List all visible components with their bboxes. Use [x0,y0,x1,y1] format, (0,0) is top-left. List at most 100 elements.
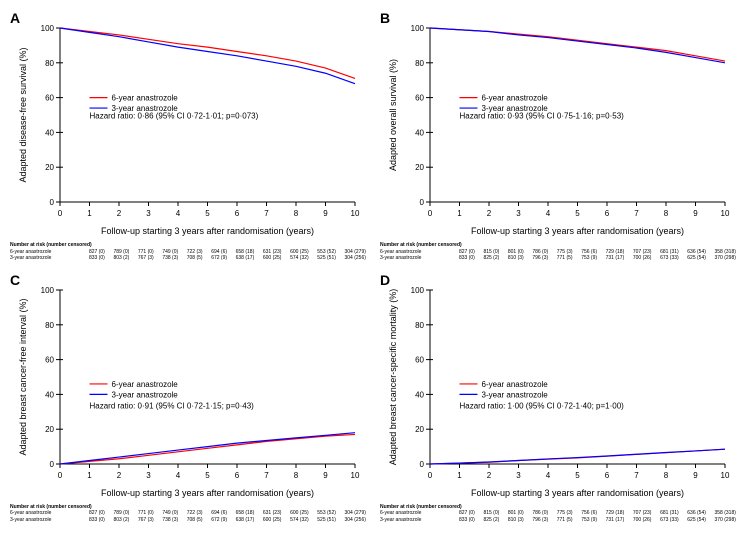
risk-cell: 625 (54) [687,517,706,524]
x-tick-label: 8 [294,471,299,480]
x-tick-label: 8 [664,471,669,480]
hazard-ratio-text: Hazard ratio: 1·00 (95% CI 0·72-1·40; p=… [460,401,625,410]
panel-A: A020406080100012345678910Follow-up start… [10,10,370,262]
x-tick-label: 1 [457,209,462,218]
risk-cell: 833 (0) [89,517,105,524]
x-tick-label: 10 [721,209,730,218]
risk-row-label: 3-year anastrozole [380,517,435,524]
x-tick-label: 10 [721,471,730,480]
x-tick-label: 3 [146,471,151,480]
y-tick-label: 40 [45,390,54,399]
risk-cell: 708 (5) [187,517,203,524]
risk-cell: 673 (33) [660,517,679,524]
risk-cell: 672 (9) [211,255,227,262]
x-tick-label: 5 [205,471,210,480]
x-tick-label: 9 [693,471,698,480]
y-tick-label: 20 [45,425,54,434]
hazard-ratio-text: Hazard ratio: 0·93 (95% CI 0·75-1·16; p=… [460,111,625,120]
risk-cell: 304 (256) [345,255,366,262]
risk-cell: 525 (51) [317,255,336,262]
y-tick-label: 40 [45,128,54,137]
y-tick-label: 20 [415,425,424,434]
risk-cell: 370 (298) [715,517,736,524]
x-tick-label: 7 [264,471,269,480]
x-tick-label: 9 [693,209,698,218]
x-tick-label: 10 [351,209,360,218]
risk-cells: 833 (0)803 (2)767 (3)738 (3)708 (5)672 (… [65,255,370,262]
x-tick-label: 0 [428,209,433,218]
x-tick-label: 8 [294,209,299,218]
risk-cell: 796 (3) [532,517,548,524]
risk-cell: 700 (26) [633,255,652,262]
x-tick-label: 4 [546,471,551,480]
panel-D: D020406080100012345678910Follow-up start… [380,272,740,524]
risk-cell: 738 (3) [162,255,178,262]
x-tick-label: 1 [457,471,462,480]
risk-row-label: 3-year anastrozole [10,517,65,524]
risk-row: 3-year anastrozole833 (0)825 (2)810 (3)7… [380,517,740,524]
y-tick-label: 60 [45,355,54,364]
risk-cell: 803 (2) [113,255,129,262]
risk-cell: 753 (9) [581,517,597,524]
risk-cell: 700 (26) [633,517,652,524]
risk-cells: 833 (0)803 (2)767 (3)738 (3)708 (5)672 (… [65,517,370,524]
risk-table: Number at risk (number censored)6-year a… [380,504,740,524]
x-tick-label: 7 [634,209,639,218]
x-tick-label: 0 [428,471,433,480]
series-3year [430,28,725,63]
y-tick-label: 20 [45,163,54,172]
legend-label-6year: 6-year anastrozole [482,94,549,103]
x-tick-label: 6 [235,471,240,480]
y-tick-label: 80 [45,59,54,68]
risk-cell: 600 (25) [263,517,282,524]
y-tick-label: 60 [415,355,424,364]
y-axis-label: Adapted breast cancer-specific mortality… [388,288,398,465]
legend-label-6year: 6-year anastrozole [112,94,179,103]
y-tick-label: 80 [415,59,424,68]
risk-cell: 638 (17) [236,517,255,524]
y-tick-label: 60 [45,94,54,103]
risk-cell: 673 (33) [660,255,679,262]
x-tick-label: 1 [87,471,92,480]
y-tick-label: 0 [420,198,425,207]
x-axis-label: Follow-up starting 3 years after randomi… [471,226,684,236]
y-tick-label: 80 [415,320,424,329]
risk-cell: 574 (32) [290,255,309,262]
risk-cell: 825 (2) [483,517,499,524]
x-tick-label: 2 [487,209,492,218]
y-axis-label: Adapted disease-free survival (%) [18,47,28,182]
risk-cells: 833 (0)825 (2)810 (3)796 (3)771 (5)753 (… [435,517,740,524]
x-tick-label: 0 [58,471,63,480]
figure-grid: A020406080100012345678910Follow-up start… [10,10,740,523]
x-tick-label: 6 [235,209,240,218]
x-tick-label: 7 [264,209,269,218]
risk-cell: 833 (0) [459,255,475,262]
x-tick-label: 0 [58,209,63,218]
x-tick-label: 3 [516,209,521,218]
risk-row: 3-year anastrozole833 (0)803 (2)767 (3)7… [10,517,370,524]
panel-letter: B [380,10,390,26]
series-3year [430,449,725,464]
y-tick-label: 0 [420,460,425,469]
risk-row-label: 3-year anastrozole [10,255,65,262]
series-6year [60,28,355,78]
x-tick-label: 2 [487,471,492,480]
y-tick-label: 100 [411,286,425,295]
y-tick-label: 40 [415,390,424,399]
risk-cell: 625 (54) [687,255,706,262]
x-axis-label: Follow-up starting 3 years after randomi… [471,488,684,498]
y-tick-label: 100 [41,24,55,33]
x-tick-label: 2 [117,471,122,480]
risk-cell: 810 (3) [508,517,524,524]
x-tick-label: 1 [87,209,92,218]
legend-label-3year: 3-year anastrozole [482,390,549,399]
risk-table: Number at risk (number censored)6-year a… [10,504,370,524]
y-axis-label: Adapted overall survival (%) [388,59,398,171]
chart-D: 020406080100012345678910Follow-up starti… [380,272,735,502]
x-tick-label: 5 [205,209,210,218]
risk-cell: 767 (3) [138,517,154,524]
series-6year [60,434,355,464]
panel-letter: C [10,272,20,288]
panel-letter: D [380,272,390,288]
x-axis-label: Follow-up starting 3 years after randomi… [101,226,314,236]
